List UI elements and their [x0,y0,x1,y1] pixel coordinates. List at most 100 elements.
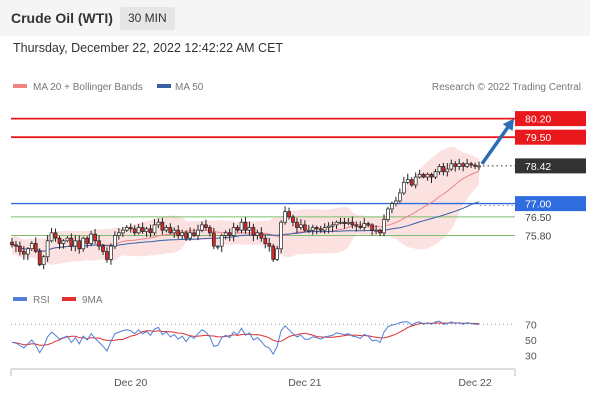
candle-body [263,237,268,244]
candle-body [152,224,157,234]
candle [81,236,86,252]
candle [128,223,133,233]
candle [465,158,469,169]
candle [362,217,367,231]
candle-body [136,227,141,234]
candle [29,241,34,252]
candle [200,221,204,233]
rsi-tick-label: 70 [525,319,537,331]
candle [247,221,252,236]
candle [124,225,129,232]
candle [33,237,38,254]
candle [457,158,462,171]
candle-body [77,240,82,250]
projection-arrow [480,118,514,165]
candle [263,235,268,249]
candle-body [140,227,145,232]
candle [267,237,272,252]
candle-body [267,243,272,247]
candle-body [120,229,125,234]
candle-body [283,211,287,223]
candle [429,172,434,184]
candle-body [457,163,462,167]
candle-body [81,237,86,250]
candle-body [235,227,240,231]
ma50-line [11,201,480,252]
candle-body [61,240,66,244]
candle-body [413,176,418,186]
candle [243,217,248,234]
candle-body [358,225,363,228]
candle [338,217,343,225]
candle-body [148,228,153,234]
candle-body [401,182,406,194]
candle-body [176,229,181,236]
candle [105,247,109,263]
candle [366,221,371,228]
rsi-legend-swatch [13,297,27,301]
candle [433,168,438,180]
candle [299,219,303,231]
candle [223,230,228,240]
candle [10,237,14,248]
candle [231,222,236,242]
candle [140,222,145,234]
candle-body [303,224,307,231]
x-tick-label: Dec 20 [114,377,147,389]
candle [136,224,141,235]
candle-body [85,237,90,244]
candle [390,201,394,214]
candle-body [18,245,22,252]
candle-body [37,251,42,266]
candle [350,216,355,229]
candle [144,226,149,237]
candle [318,225,323,233]
candle [453,161,458,172]
candle-body [168,227,173,234]
candle [239,218,244,234]
ma50-legend-swatch [157,84,171,88]
candle [413,172,418,189]
candle [394,196,398,207]
candle [93,229,97,244]
candle-body [350,221,355,226]
timeframe-button[interactable]: 30 MIN [120,7,175,30]
rsi-panel: 70 50 30 [11,319,537,363]
candle [184,230,188,241]
resistance-level-box [515,111,586,127]
projection-arrow-shaft [480,124,511,165]
candle-body [433,171,438,178]
candle-body [243,221,248,231]
candle-body [105,251,109,260]
resistance-level-label: 79.50 [525,132,551,144]
current-level-box [515,158,586,174]
candle-body [425,174,430,178]
candle-body [449,163,454,170]
candle-body [41,256,46,266]
candle [120,226,125,237]
candle [322,223,327,234]
chart-header: Crude Oil (WTI) 30 MIN [0,0,590,36]
candle [303,220,307,233]
candle [291,214,295,227]
candle-body [25,248,30,255]
candle [441,162,446,176]
candle-body [338,221,343,224]
candle [279,220,283,254]
candle [188,227,192,241]
candle [283,206,287,225]
candle [41,255,46,270]
candle [401,176,406,195]
candle-body [188,232,192,239]
timestamp: Thursday, December 22, 2022 12:42:22 AM … [13,41,284,55]
rsi-legend: RSI 9MA [13,295,103,306]
candle [160,217,165,235]
main-legend: MA 20 + Bollinger Bands MA 50 Research ©… [13,82,581,93]
candle-body [326,225,331,228]
candle [374,225,378,235]
candle-body [117,232,121,236]
candle [77,235,82,254]
candle [346,218,351,226]
